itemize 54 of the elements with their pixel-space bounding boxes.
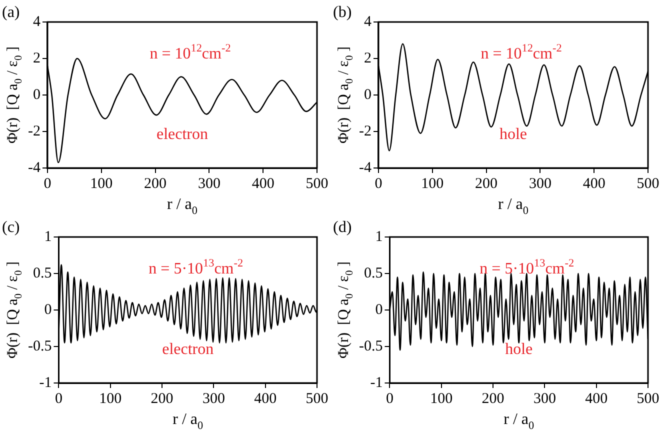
- y-tick-label: 0.5: [364, 265, 383, 282]
- annotation: hole: [499, 126, 528, 143]
- x-tick-label: 0: [386, 390, 394, 407]
- y-axis-title: Φ(r) [Q a0 / ε0 ]: [5, 262, 24, 358]
- y-tick-label: -2: [358, 123, 372, 140]
- x-tick-label: 100: [99, 390, 122, 407]
- y-tick-label: -4: [28, 160, 41, 176]
- y-tick-label: -0.5: [28, 338, 52, 354]
- y-tick-label: -4: [358, 160, 372, 176]
- annotation: hole: [505, 340, 533, 358]
- x-tick-label: 500: [306, 390, 328, 407]
- x-tick-label: 500: [636, 390, 660, 407]
- annotation: electron: [162, 340, 214, 358]
- y-tick-label: -0.5: [358, 338, 383, 354]
- x-tick-label: 200: [482, 390, 504, 407]
- y-axis-title: Φ(r) [Q a0 / ε0 ]: [336, 46, 356, 144]
- x-tick-label: 400: [585, 390, 608, 407]
- x-tick-label: 500: [636, 176, 660, 192]
- y-tick-label: 4: [32, 14, 41, 30]
- y-tick-label: 1: [44, 228, 52, 245]
- y-tick-label: 0: [44, 302, 52, 318]
- x-tick-label: 0: [54, 390, 62, 407]
- chart-title: (a): [2, 4, 20, 21]
- x-tick-label: 400: [582, 176, 606, 192]
- y-tick-label: -1: [370, 374, 383, 391]
- x-tick-label: 300: [202, 390, 225, 407]
- y-tick-label: 0: [32, 86, 40, 103]
- x-tick-label: 100: [421, 176, 444, 192]
- x-tick-label: 100: [90, 176, 113, 192]
- y-tick-label: 1: [375, 228, 383, 245]
- y-tick-label: 2: [364, 50, 372, 66]
- y-tick-label: 0.5: [32, 265, 52, 282]
- x-tick-label: 200: [475, 176, 498, 192]
- y-axis-title: Φ(r) [Q a0 / ε0 ]: [336, 262, 356, 358]
- x-tick-label: 500: [306, 176, 328, 192]
- y-tick-label: 0: [375, 302, 383, 318]
- y-tick-label: 4: [364, 14, 372, 30]
- x-tick-label: 400: [252, 176, 274, 192]
- y-tick-label: -1: [39, 374, 52, 391]
- x-tick-label: 300: [533, 390, 556, 407]
- x-tick-label: 400: [254, 390, 277, 407]
- chart-title: (c): [2, 219, 20, 236]
- y-tick-label: 2: [32, 50, 40, 66]
- chart-title: (d): [333, 219, 352, 236]
- x-tick-label: 300: [198, 176, 220, 192]
- y-tick-label: 0: [364, 86, 372, 103]
- y-tick-label: -2: [28, 123, 40, 140]
- y-axis-title: Φ(r) [Q a0 / ε0 ]: [5, 46, 24, 144]
- x-tick-label: 100: [430, 390, 453, 407]
- annotation: electron: [156, 126, 208, 143]
- x-tick-label: 200: [144, 176, 167, 192]
- x-tick-label: 300: [528, 176, 552, 192]
- chart-title: (b): [333, 4, 352, 21]
- x-tick-label: 200: [150, 390, 174, 407]
